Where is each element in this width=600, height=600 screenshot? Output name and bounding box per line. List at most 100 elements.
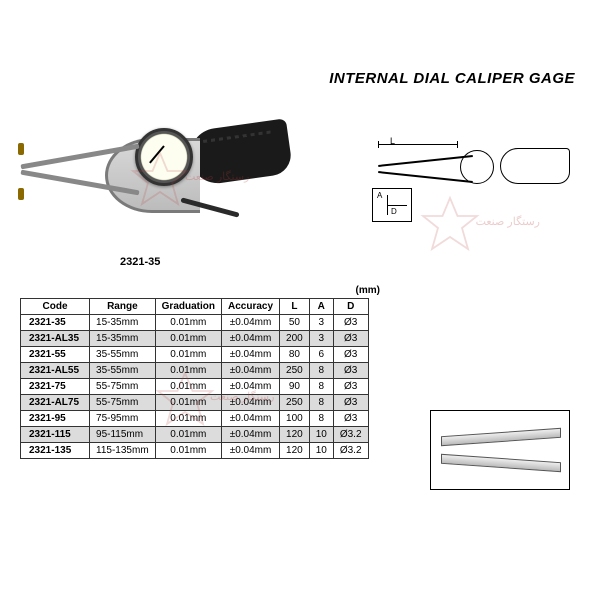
- table-row: 2321-3515-35mm0.01mm±0.04mm503Ø3: [21, 315, 369, 331]
- model-label: 2321-35: [120, 256, 160, 268]
- cell-code: 2321-35: [21, 315, 90, 331]
- col-accuracy: Accuracy: [222, 299, 280, 315]
- cell-a: 3: [309, 331, 333, 347]
- jaw-detail-illustration: [430, 410, 570, 490]
- caliper-drawing: [30, 110, 290, 230]
- cell-code: 2321-AL35: [21, 331, 90, 347]
- caliper-handle: [187, 118, 294, 186]
- cell-d: Ø3: [333, 411, 368, 427]
- table-row: 2321-9575-95mm0.01mm±0.04mm1008Ø3: [21, 411, 369, 427]
- cell-code: 2321-AL75: [21, 395, 90, 411]
- table-row: 2321-5535-55mm0.01mm±0.04mm806Ø3: [21, 347, 369, 363]
- product-illustration: 2321-35: [30, 110, 290, 260]
- cell-d: Ø3.2: [333, 427, 368, 443]
- cell-a: 8: [309, 411, 333, 427]
- schematic-arm-upper: [378, 155, 473, 166]
- cell-accuracy: ±0.04mm: [222, 379, 280, 395]
- cell-a: 3: [309, 315, 333, 331]
- cell-code: 2321-135: [21, 443, 90, 459]
- cell-range: 35-55mm: [90, 347, 156, 363]
- cell-accuracy: ±0.04mm: [222, 331, 280, 347]
- cell-range: 95-115mm: [90, 427, 156, 443]
- cell-graduation: 0.01mm: [155, 427, 221, 443]
- table-header-row: Code Range Graduation Accuracy L A D: [21, 299, 369, 315]
- cell-l: 120: [280, 443, 310, 459]
- schematic-dim-l-line: [378, 144, 458, 145]
- col-range: Range: [90, 299, 156, 315]
- cell-accuracy: ±0.04mm: [222, 395, 280, 411]
- table-row: 2321-AL3515-35mm0.01mm±0.04mm2003Ø3: [21, 331, 369, 347]
- cell-d: Ø3: [333, 379, 368, 395]
- cell-code: 2321-115: [21, 427, 90, 443]
- cell-l: 250: [280, 395, 310, 411]
- cell-code: 2321-AL55: [21, 363, 90, 379]
- cell-range: 35-55mm: [90, 363, 156, 379]
- cell-d: Ø3: [333, 315, 368, 331]
- cell-range: 55-75mm: [90, 379, 156, 395]
- schematic-arm-lower: [378, 171, 473, 182]
- cell-d: Ø3: [333, 395, 368, 411]
- cell-graduation: 0.01mm: [155, 363, 221, 379]
- cell-graduation: 0.01mm: [155, 411, 221, 427]
- schematic-dim-a-label: A: [377, 191, 382, 200]
- col-l: L: [280, 299, 310, 315]
- cell-range: 75-95mm: [90, 411, 156, 427]
- cell-d: Ø3: [333, 363, 368, 379]
- schematic-dim-d-label: D: [391, 207, 397, 216]
- cell-accuracy: ±0.04mm: [222, 427, 280, 443]
- jaw-detail-jaws: [441, 426, 559, 474]
- cell-a: 8: [309, 395, 333, 411]
- unit-label: (mm): [356, 285, 380, 296]
- schematic-drawing: L A D: [370, 130, 570, 230]
- table-row: 2321-7555-75mm0.01mm±0.04mm908Ø3: [21, 379, 369, 395]
- cell-l: 200: [280, 331, 310, 347]
- table-row: 2321-AL7555-75mm0.01mm±0.04mm2508Ø3: [21, 395, 369, 411]
- cell-graduation: 0.01mm: [155, 379, 221, 395]
- spec-table: Code Range Graduation Accuracy L A D 232…: [20, 298, 369, 459]
- table-row: 2321-135115-135mm0.01mm±0.04mm12010Ø3.2: [21, 443, 369, 459]
- cell-l: 90: [280, 379, 310, 395]
- cell-graduation: 0.01mm: [155, 315, 221, 331]
- cell-l: 50: [280, 315, 310, 331]
- cell-accuracy: ±0.04mm: [222, 363, 280, 379]
- cell-a: 10: [309, 443, 333, 459]
- caliper-tip-upper: [18, 143, 24, 155]
- cell-l: 120: [280, 427, 310, 443]
- cell-graduation: 0.01mm: [155, 347, 221, 363]
- table-row: 2321-AL5535-55mm0.01mm±0.04mm2508Ø3: [21, 363, 369, 379]
- cell-accuracy: ±0.04mm: [222, 443, 280, 459]
- cell-a: 10: [309, 427, 333, 443]
- cell-l: 100: [280, 411, 310, 427]
- cell-d: Ø3: [333, 347, 368, 363]
- cell-accuracy: ±0.04mm: [222, 347, 280, 363]
- cell-d: Ø3.2: [333, 443, 368, 459]
- cell-accuracy: ±0.04mm: [222, 315, 280, 331]
- cell-accuracy: ±0.04mm: [222, 411, 280, 427]
- cell-range: 55-75mm: [90, 395, 156, 411]
- col-graduation: Graduation: [155, 299, 221, 315]
- cell-range: 15-35mm: [90, 331, 156, 347]
- cell-code: 2321-55: [21, 347, 90, 363]
- col-code: Code: [21, 299, 90, 315]
- cell-a: 8: [309, 363, 333, 379]
- schematic-handle: [500, 148, 570, 184]
- col-a: A: [309, 299, 333, 315]
- schematic-tick-horizontal: [387, 205, 407, 206]
- caliper-dial: [135, 128, 193, 186]
- cell-range: 15-35mm: [90, 315, 156, 331]
- cell-graduation: 0.01mm: [155, 443, 221, 459]
- cell-graduation: 0.01mm: [155, 395, 221, 411]
- cell-graduation: 0.01mm: [155, 331, 221, 347]
- caliper-tip-lower: [18, 188, 24, 200]
- cell-a: 8: [309, 379, 333, 395]
- col-d: D: [333, 299, 368, 315]
- cell-code: 2321-95: [21, 411, 90, 427]
- cell-a: 6: [309, 347, 333, 363]
- schematic-tip-detail: A D: [372, 188, 412, 222]
- table-row: 2321-11595-115mm0.01mm±0.04mm12010Ø3.2: [21, 427, 369, 443]
- cell-d: Ø3: [333, 331, 368, 347]
- cell-l: 250: [280, 363, 310, 379]
- cell-range: 115-135mm: [90, 443, 156, 459]
- cell-code: 2321-75: [21, 379, 90, 395]
- page-title: INTERNAL DIAL CALIPER GAGE: [329, 70, 575, 87]
